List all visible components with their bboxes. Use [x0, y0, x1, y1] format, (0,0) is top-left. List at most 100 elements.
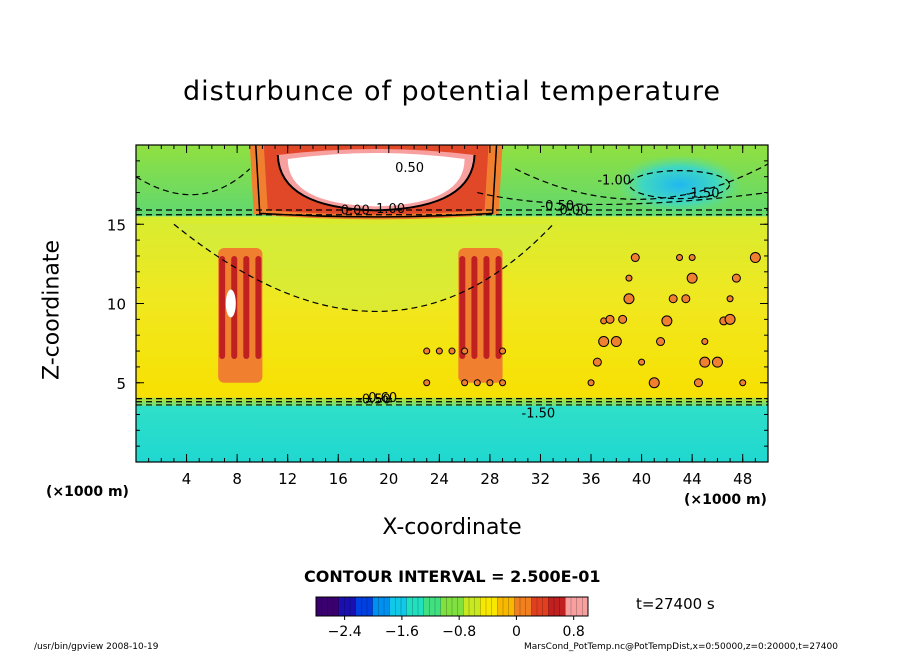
colorbar-cell: [344, 597, 351, 616]
colorbar-tick-label: 0.8: [563, 624, 585, 640]
colorbar-cell: [463, 597, 470, 616]
colorbar-cell: [395, 597, 402, 616]
small-cell-contour: [623, 293, 635, 305]
contour-label: 0.00: [341, 204, 370, 219]
small-cell-contour: [749, 252, 761, 264]
colorbar-cell: [350, 597, 357, 616]
small-cell-contour: [686, 272, 698, 284]
colorbar-cell: [355, 597, 362, 616]
colorbar-cell: [571, 597, 578, 616]
colorbar-cell: [316, 597, 323, 616]
small-cell-contour: [461, 347, 469, 355]
colorbar-cell: [503, 597, 510, 616]
time-label: t=27400 s: [636, 595, 715, 613]
colorbar-tick-label: −1.6: [385, 624, 419, 640]
small-cell-contour: [648, 377, 660, 389]
colorbar-cell: [367, 597, 374, 616]
small-cell-contour: [656, 337, 666, 347]
colorbar-cell: [333, 597, 340, 616]
plume-right: [458, 248, 503, 383]
small-cell-contour: [676, 254, 684, 262]
x-tick-label: 4: [182, 470, 192, 488]
colorbar-cell: [531, 597, 538, 616]
footer-left: /usr/bin/gpview 2008-10-19: [34, 642, 159, 652]
contour-label: -0.50: [357, 392, 391, 407]
colorbar-cell: [559, 597, 566, 616]
colorbar-cell: [389, 597, 396, 616]
x-unit-left: (×1000 m): [46, 484, 129, 500]
plume-left-band: [255, 255, 262, 359]
contour-label: -1.00: [597, 174, 631, 189]
colorbar-cell: [565, 597, 572, 616]
small-cell-contour: [688, 254, 696, 262]
small-cell-contour: [423, 347, 431, 355]
colorbar-cell: [480, 597, 487, 616]
x-axis-label: X-coordinate: [382, 515, 522, 540]
y-tick-label: 10: [107, 296, 126, 314]
contour-interval-label: CONTOUR INTERVAL = 2.500E-01: [304, 567, 601, 586]
colorbar-cell: [514, 597, 521, 616]
small-cell-contour: [711, 356, 723, 368]
colorbar-cell: [435, 597, 442, 616]
colorbar-cell: [338, 597, 345, 616]
contour-label: -0.50: [540, 199, 574, 214]
small-cell-contour: [598, 336, 610, 348]
small-cell-contour: [499, 379, 507, 387]
colorbar-cell: [384, 597, 391, 616]
colorbar-cell: [372, 597, 379, 616]
small-cell-contour: [726, 295, 734, 303]
x-tick-label: 20: [379, 470, 398, 488]
small-cell-contour: [701, 338, 709, 346]
plume-right-band: [483, 255, 490, 359]
colorbar-cell: [446, 597, 453, 616]
plume-left-band: [243, 255, 250, 359]
colorbar-cell: [497, 597, 504, 616]
y-tick-label: 5: [116, 375, 126, 393]
x-tick-label: 24: [430, 470, 449, 488]
small-cell-contour: [739, 379, 747, 387]
colorbar: −2.4 −1.6 −0.8 0 0.8: [315, 596, 589, 640]
x-tick-label: 8: [232, 470, 242, 488]
small-cell-contour: [610, 336, 622, 348]
small-cell-contour: [724, 313, 736, 325]
small-cell-contour: [618, 314, 628, 324]
colorbar-cell: [440, 597, 447, 616]
small-cell-contour: [661, 315, 673, 327]
plume-right-band: [495, 255, 502, 359]
small-cell-contour: [592, 357, 602, 367]
colorbar-cell: [418, 597, 425, 616]
colorbar-cell: [542, 597, 549, 616]
colorbar-cell: [576, 597, 583, 616]
x-tick-label: 36: [581, 470, 600, 488]
colorbar-cell: [452, 597, 459, 616]
footer-right: MarsCond_PotTemp.nc@PotTempDist,x=0:5000…: [524, 642, 838, 652]
small-cell-contour: [605, 314, 615, 324]
contour-label: -1.50: [522, 407, 556, 422]
small-cell-contour: [423, 379, 431, 387]
contour-label: 0.50: [395, 161, 424, 176]
contour-line-solid: [276, 154, 476, 212]
colorbar-cell: [423, 597, 430, 616]
x-tick-label: 40: [632, 470, 651, 488]
contour-label: 1.00: [376, 202, 405, 217]
x-unit-right: (×1000 m): [684, 492, 767, 508]
colorbar-tick-label: 0: [512, 624, 521, 640]
colorbar-cell: [412, 597, 419, 616]
plume-left-core: [225, 289, 236, 318]
x-tick-label: 32: [531, 470, 550, 488]
colorbar-tick-label: −0.8: [442, 624, 476, 640]
region-lower-layer: [136, 401, 768, 462]
colorbar-cell: [406, 597, 413, 616]
plume-right-band: [471, 255, 478, 359]
x-tick-label: 16: [329, 470, 348, 488]
colorbar-cell: [457, 597, 464, 616]
small-cell-contour: [638, 358, 646, 366]
colorbar-cell: [554, 597, 561, 616]
small-cell-contour: [461, 379, 469, 387]
contour-line-dashed: [173, 223, 554, 313]
plume-left-band: [219, 255, 226, 359]
colorbar-cell: [548, 597, 555, 616]
plot-area: 0.50-1.00-1.500.00 1.00 -0.50-0.50-0.60-1.…: [135, 144, 769, 462]
colorbar-cell: [321, 597, 328, 616]
colorbar-cell: [327, 597, 334, 616]
